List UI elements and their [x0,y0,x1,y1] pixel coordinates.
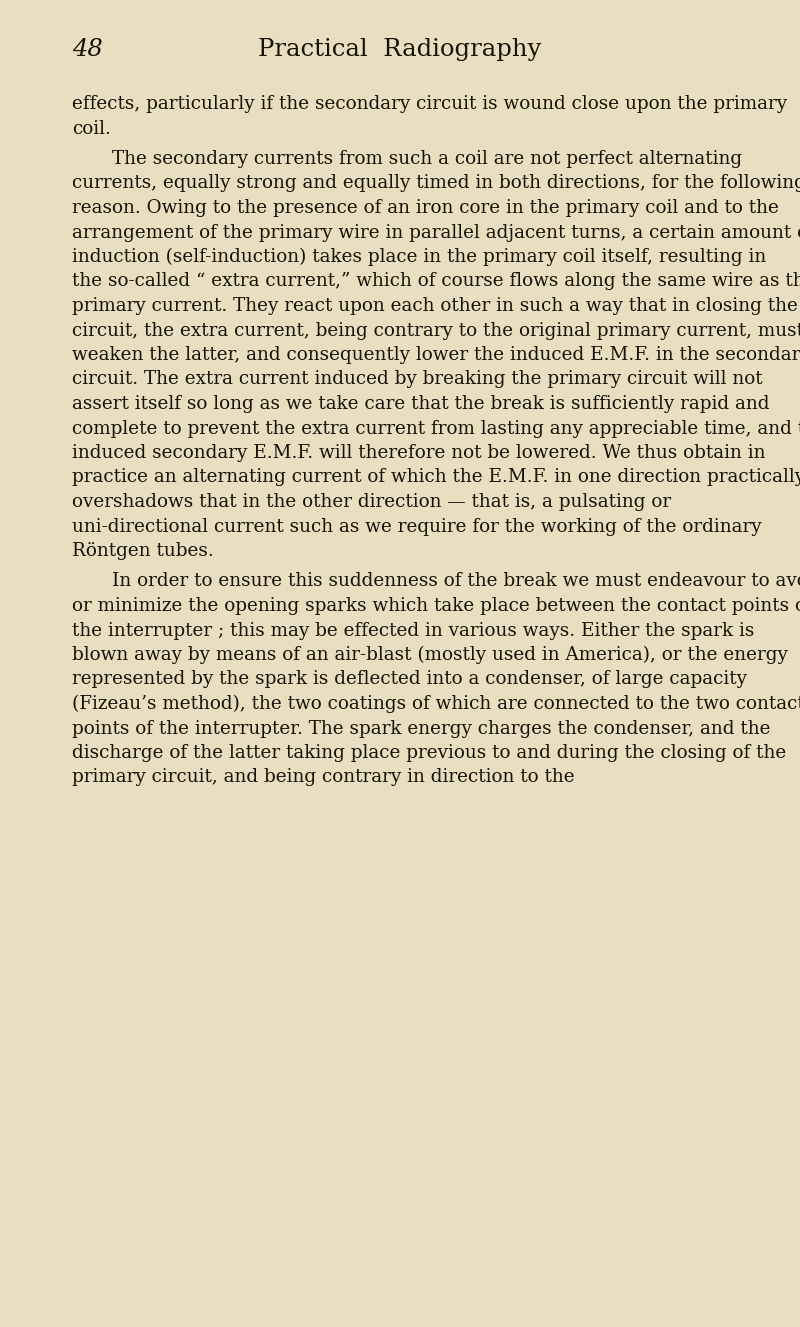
Text: (Fizeau’s method), the two coatings of which are connected to the two contact: (Fizeau’s method), the two coatings of w… [72,695,800,713]
Text: discharge of the latter taking place previous to and during the closing of the: discharge of the latter taking place pre… [72,744,786,762]
Text: overshadows that in the other direction — that is, a pulsating or: overshadows that in the other direction … [72,494,671,511]
Text: or minimize the opening sparks which take place between the contact points of: or minimize the opening sparks which tak… [72,597,800,614]
Text: complete to prevent the extra current from lasting any appreciable time, and the: complete to prevent the extra current fr… [72,419,800,438]
Text: circuit, the extra current, being contrary to the original primary current, must: circuit, the extra current, being contra… [72,321,800,340]
Text: assert itself so long as we take care that the break is sufficiently rapid and: assert itself so long as we take care th… [72,395,770,413]
Text: Practical  Radiography: Practical Radiography [258,38,542,61]
Text: points of the interrupter. The spark energy charges the condenser, and the: points of the interrupter. The spark ene… [72,719,770,738]
Text: the interrupter ; this may be effected in various ways. Either the spark is: the interrupter ; this may be effected i… [72,621,754,640]
Text: primary current. They react upon each other in such a way that in closing the: primary current. They react upon each ot… [72,297,798,314]
Text: induced secondary E.M.F. will therefore not be lowered. We thus obtain in: induced secondary E.M.F. will therefore … [72,445,766,462]
Text: arrangement of the primary wire in parallel adjacent turns, a certain amount of: arrangement of the primary wire in paral… [72,223,800,242]
Text: weaken the latter, and consequently lower the induced E.M.F. in the secondary: weaken the latter, and consequently lowe… [72,346,800,364]
Text: circuit. The extra current induced by breaking the primary circuit will not: circuit. The extra current induced by br… [72,370,762,389]
Text: In order to ensure this suddenness of the break we must endeavour to avoid: In order to ensure this suddenness of th… [112,572,800,591]
Text: blown away by means of an air-blast (mostly used in America), or the energy: blown away by means of an air-blast (mos… [72,646,788,665]
Text: the so-called “ extra current,” which of course flows along the same wire as the: the so-called “ extra current,” which of… [72,272,800,291]
Text: effects, particularly if the secondary circuit is wound close upon the primary: effects, particularly if the secondary c… [72,96,787,113]
Text: The secondary currents from such a coil are not perfect alternating: The secondary currents from such a coil … [112,150,742,169]
Text: practice an alternating current of which the E.M.F. in one direction practically: practice an alternating current of which… [72,468,800,487]
Text: uni-directional current such as we require for the working of the ordinary: uni-directional current such as we requi… [72,518,762,536]
Text: 48: 48 [72,38,102,61]
Text: primary circuit, and being contrary in direction to the: primary circuit, and being contrary in d… [72,768,574,787]
Text: currents, equally strong and equally timed in both directions, for the following: currents, equally strong and equally tim… [72,174,800,192]
Text: coil.: coil. [72,119,111,138]
Text: represented by the spark is deflected into a condenser, of large capacity: represented by the spark is deflected in… [72,670,747,689]
Text: induction (self-induction) takes place in the primary coil itself, resulting in: induction (self-induction) takes place i… [72,248,766,267]
Text: Röntgen tubes.: Röntgen tubes. [72,541,214,560]
Text: reason. Owing to the presence of an iron core in the primary coil and to the: reason. Owing to the presence of an iron… [72,199,779,218]
